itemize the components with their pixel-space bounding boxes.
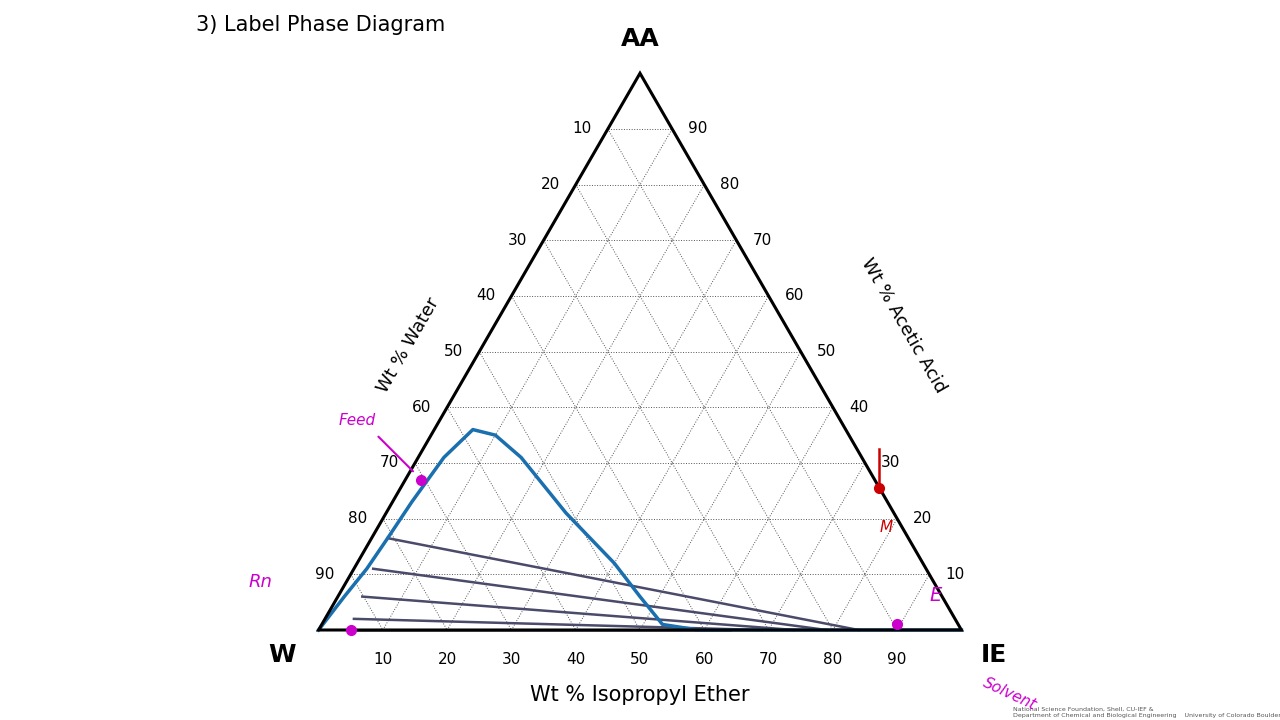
Text: 50: 50 — [444, 344, 463, 359]
Text: AA: AA — [621, 27, 659, 51]
Text: Wt % Isopropyl Ether: Wt % Isopropyl Ether — [530, 685, 750, 705]
Text: 10: 10 — [374, 652, 393, 667]
Text: 20: 20 — [540, 177, 559, 192]
Text: 40: 40 — [476, 289, 495, 303]
Text: 3) Label Phase Diagram: 3) Label Phase Diagram — [196, 14, 445, 35]
Text: 60: 60 — [412, 400, 431, 415]
Text: 60: 60 — [695, 652, 714, 667]
Text: 40: 40 — [566, 652, 585, 667]
Text: 50: 50 — [817, 344, 836, 359]
Text: 40: 40 — [849, 400, 868, 415]
Text: Wt % Acetic Acid: Wt % Acetic Acid — [858, 256, 950, 397]
Text: 70: 70 — [380, 456, 399, 470]
Text: 20: 20 — [438, 652, 457, 667]
Text: 80: 80 — [348, 511, 367, 526]
Text: 80: 80 — [721, 177, 740, 192]
Text: 90: 90 — [689, 122, 708, 137]
Text: Feed: Feed — [339, 413, 376, 428]
Text: M: M — [879, 520, 892, 535]
Text: 50: 50 — [630, 652, 650, 667]
Text: E: E — [929, 586, 942, 605]
Text: 70: 70 — [753, 233, 772, 248]
Text: 30: 30 — [502, 652, 521, 667]
Text: 10: 10 — [946, 567, 965, 582]
Text: National Science Foundation, Shell, CU-IEF &
Department of Chemical and Biologic: National Science Foundation, Shell, CU-I… — [1012, 707, 1280, 718]
Text: Solvent: Solvent — [980, 675, 1039, 713]
Text: 20: 20 — [913, 511, 932, 526]
Text: 10: 10 — [572, 122, 591, 137]
Text: 90: 90 — [315, 567, 334, 582]
Text: IE: IE — [980, 643, 1007, 667]
Text: 60: 60 — [785, 289, 804, 303]
Text: 80: 80 — [823, 652, 842, 667]
Text: 30: 30 — [508, 233, 527, 248]
Text: Wt % Water: Wt % Water — [374, 294, 443, 396]
Text: Rn: Rn — [248, 573, 273, 591]
Text: 90: 90 — [887, 652, 906, 667]
Text: W: W — [269, 643, 296, 667]
Text: 30: 30 — [881, 456, 900, 470]
Text: 70: 70 — [759, 652, 778, 667]
